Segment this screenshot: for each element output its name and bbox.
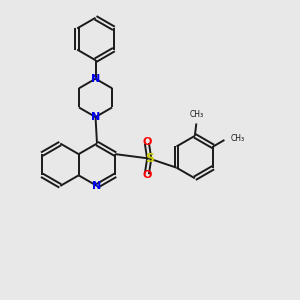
Text: CH₃: CH₃ (231, 134, 245, 143)
Text: O: O (142, 170, 152, 180)
Text: N: N (91, 112, 100, 122)
Text: N: N (92, 181, 102, 191)
Text: CH₃: CH₃ (189, 110, 203, 119)
Text: N: N (91, 74, 100, 84)
Text: S: S (145, 152, 154, 165)
Text: O: O (142, 137, 152, 147)
